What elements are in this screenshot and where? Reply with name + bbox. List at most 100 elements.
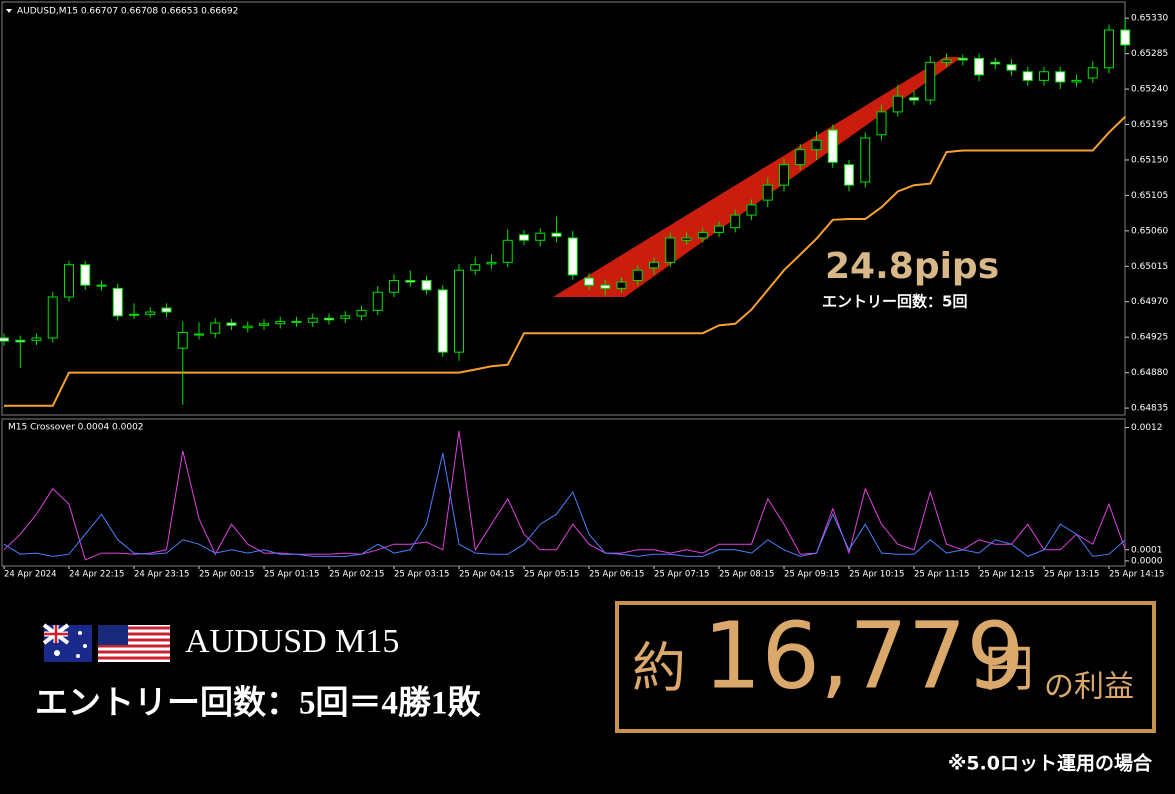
x-tick-label: 24 Apr 23:15 <box>134 570 189 580</box>
candle-body <box>616 281 627 289</box>
candle-body <box>746 204 757 216</box>
candle-body <box>649 261 659 269</box>
candle-body <box>372 291 383 311</box>
entry-annotation: エントリー回数：5回 <box>822 293 967 311</box>
y-tick-label: 0.65330 <box>1131 14 1168 24</box>
candle-body <box>632 269 643 281</box>
candle-body <box>226 322 237 326</box>
x-tick-label: 25 Apr 06:15 <box>589 570 644 580</box>
candle-body <box>974 57 984 76</box>
x-tick-label: 24 Apr 22:15 <box>69 570 124 580</box>
lot-note: ※5.0ロット運用の場合 <box>948 752 1153 775</box>
candle-body <box>356 309 367 317</box>
y-tick-label: 0.64925 <box>1131 333 1168 343</box>
trade-highlight <box>553 57 962 297</box>
profit-box <box>615 601 1156 733</box>
candle-body <box>1022 71 1033 81</box>
x-tick-label: 25 Apr 09:15 <box>784 570 839 580</box>
candle-body <box>795 149 806 166</box>
candle-body <box>405 279 416 283</box>
candle-body <box>990 61 1001 65</box>
candle-body <box>47 296 58 339</box>
candle-body <box>259 323 269 326</box>
candle-body <box>551 232 562 237</box>
candle-body <box>1006 64 1017 71</box>
candle-body <box>1120 29 1131 46</box>
candle-body <box>567 237 578 276</box>
candle-body <box>584 277 594 286</box>
profit-suffix: の利益 <box>1044 670 1134 705</box>
x-tick-label: 25 Apr 00:15 <box>199 570 254 580</box>
candle-body <box>535 232 546 241</box>
candle-body <box>1071 79 1082 83</box>
indicator-panel <box>1 418 1126 567</box>
candle-body <box>194 333 204 336</box>
pips-annotation: 24.8pips <box>825 246 999 287</box>
candle-body <box>437 289 448 353</box>
candle-body <box>80 264 91 286</box>
candle-body <box>827 129 838 163</box>
y-tick-label: 0.64835 <box>1131 404 1168 414</box>
candle-body <box>210 322 221 334</box>
candle-body <box>389 279 399 293</box>
candle-body <box>275 320 286 325</box>
y-tick-label: 0.64880 <box>1131 368 1168 378</box>
candle-body <box>112 287 123 317</box>
au-flag <box>42 623 92 662</box>
candle-body <box>340 315 351 319</box>
trailing-line <box>4 115 1126 407</box>
candle-body <box>811 139 822 151</box>
y-tick-label: 0.0012 <box>1131 423 1163 433</box>
candle-body <box>876 111 887 136</box>
x-tick-label: 25 Apr 01:15 <box>264 570 319 580</box>
indicator-title: M15 Crossover 0.0004 0.0002 <box>8 423 144 433</box>
x-tick-label: 25 Apr 10:15 <box>849 570 904 580</box>
y-tick-label: 0.65060 <box>1131 226 1168 236</box>
y-tick-label: 0.0001 <box>1131 545 1163 555</box>
y-tick-label: 0.64970 <box>1131 297 1168 307</box>
x-tick-label: 25 Apr 04:15 <box>459 570 514 580</box>
candle-body <box>64 264 74 298</box>
candle-body <box>779 164 789 186</box>
y-tick-label: 0.65240 <box>1131 85 1168 95</box>
x-tick-label: 25 Apr 03:15 <box>394 570 449 580</box>
candle-body <box>145 311 156 315</box>
indicator-line <box>3 430 1126 561</box>
profit-unit: 円 <box>984 640 1034 698</box>
x-tick-label: 25 Apr 08:15 <box>719 570 774 580</box>
candle-body <box>957 57 968 61</box>
candle-body <box>1039 71 1049 81</box>
symbol-label: AUDUSD M15 <box>185 623 399 660</box>
main-panel <box>1 1 1126 416</box>
candle-body <box>681 237 692 241</box>
x-tick-label: 25 Apr 11:15 <box>914 570 969 580</box>
x-tick-label: 25 Apr 05:15 <box>524 570 579 580</box>
candle-body <box>600 284 611 289</box>
candle-body <box>0 337 9 342</box>
x-tick-label: 25 Apr 02:15 <box>329 570 384 580</box>
x-tick-label: 25 Apr 13:15 <box>1044 570 1099 580</box>
candle-body <box>1087 67 1098 79</box>
x-tick-label: 25 Apr 07:15 <box>654 570 709 580</box>
candle-body <box>860 137 871 183</box>
candle-body <box>324 317 334 321</box>
us-flag <box>98 625 170 662</box>
profit-prefix: 約 <box>632 637 686 700</box>
y-tick-label: 0.65285 <box>1131 49 1168 59</box>
candle-body <box>714 225 724 233</box>
candle-body <box>941 59 952 63</box>
candle-body <box>470 264 481 271</box>
profit-value: 16,779 <box>703 602 1025 709</box>
candle-body <box>1055 71 1066 83</box>
candle-body <box>502 239 513 263</box>
candle-body <box>486 261 497 265</box>
candle-body <box>421 279 432 291</box>
candle-body <box>1104 29 1114 69</box>
x-tick-label: 25 Apr 12:15 <box>979 570 1034 580</box>
candle-body <box>925 61 936 101</box>
candle-body <box>762 184 773 201</box>
candle-body <box>454 269 464 353</box>
chart-title: AUDUSD,M15 0.66707 0.66708 0.66653 0.666… <box>17 7 238 17</box>
x-tick-label: 24 Apr 2024 <box>4 570 57 580</box>
candle-body <box>730 214 741 229</box>
